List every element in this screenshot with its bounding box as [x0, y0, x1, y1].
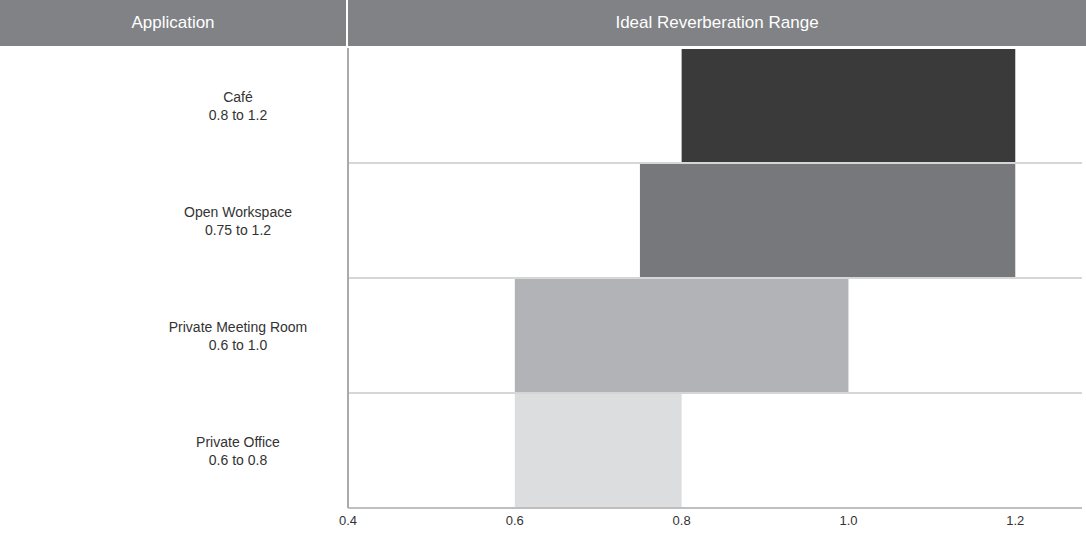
html-text:Application: Application: [131, 13, 215, 32]
svg-text:Café0.8 to 1.2: Café0.8 to 1.2: [209, 89, 268, 123]
svg-text:Open Workspace0.75 to 1.2: Open Workspace0.75 to 1.2: [184, 204, 292, 238]
html-text:Ideal Reverberation Range: Ideal Reverberation Range: [615, 13, 819, 32]
svg-text:Private Meeting Room0.6 to 1.0: Private Meeting Room0.6 to 1.0: [169, 319, 308, 353]
svg-text:0.4: 0.4: [339, 513, 357, 528]
svg-text:0.6: 0.6: [506, 513, 524, 528]
svg-text:1.0: 1.0: [839, 513, 857, 528]
svg-text:1.2: 1.2: [1006, 513, 1024, 528]
svg-text:Private Office0.6 to 0.8: Private Office0.6 to 0.8: [196, 434, 280, 468]
svg-text:0.8: 0.8: [673, 513, 691, 528]
